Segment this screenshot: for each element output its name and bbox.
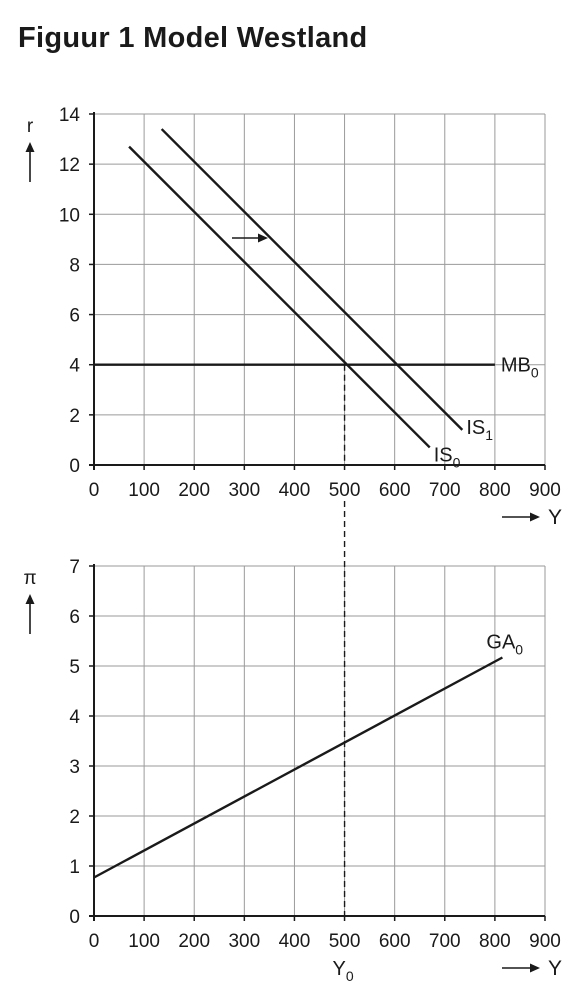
y-tick-label: 10 [59,205,80,226]
x-tick-label: 400 [279,480,311,501]
x-tick-label: 300 [228,480,260,501]
y-tick-label: 0 [69,456,80,477]
y-tick-label: 2 [69,807,80,828]
x-tick-label: 800 [479,480,511,501]
x-axis-label: Y [548,506,562,529]
x-tick-label: 700 [429,931,461,952]
y0-marker-label: Y0 [333,958,354,984]
x-tick-label: 500 [329,931,361,952]
y-axis-label: r [27,116,34,137]
y-tick-label: 0 [69,907,80,928]
series-line-is0 [128,145,431,449]
y-tick-label: 2 [69,406,80,427]
y-tick-label: 4 [69,707,80,728]
x-axis-label-arrowhead [530,512,540,522]
x-tick-label: 600 [379,480,411,501]
x-tick-label: 200 [178,931,210,952]
x-tick-label: 200 [178,480,210,501]
y-axis-label-arrowhead [25,142,35,152]
x-tick-label: 300 [228,931,260,952]
top-chart-is-mb: 0 100 200 300 400 500 600 700 800 900 0 2 4 6 8 10 12 14 r… [25,105,562,529]
y-tick-label: 12 [59,155,80,176]
bottom-chart-ga: 0 100 200 300 400 500 600 700 800 900 0 1 2 3 4 5 6 7 π Y GA… [23,557,562,980]
x-tick-label: 700 [429,480,461,501]
y-tick-label: 7 [69,557,80,578]
x-tick-label: 100 [128,480,160,501]
x-axis-label: Y [548,957,562,980]
connector-lines: Y0 [333,364,354,984]
y-tick-label: 6 [69,306,80,327]
series-line-is1 [160,128,464,431]
y-tick-label: 3 [69,757,80,778]
y-tick-label: 8 [69,255,80,276]
figure-title: Figuur 1 Model Westland [18,22,368,54]
y-axis-label-arrowhead [25,594,35,604]
x-axis-label-arrowhead [530,963,540,973]
x-tick-label: 900 [529,480,561,501]
series-line-ga0 [93,656,503,879]
x-tick-label: 800 [479,931,511,952]
x-tick-label: 400 [279,931,311,952]
y-tick-label: 6 [69,607,80,628]
x-tick-label: 500 [329,480,361,501]
x-tick-label: 600 [379,931,411,952]
y-tick-label: 1 [69,857,80,878]
y-axis-label: π [23,568,36,589]
y-tick-label: 5 [69,657,80,678]
y-tick-label: 14 [59,105,81,126]
x-tick-label: 0 [89,931,100,952]
shift-arrowhead [258,233,268,243]
series-label-is1: IS1 [466,417,493,443]
series-label-mb0: MB0 [501,355,539,381]
series-label-is0: IS0 [434,444,461,470]
x-tick-label: 900 [529,931,561,952]
x-tick-label: 100 [128,931,160,952]
y-tick-label: 4 [69,356,80,377]
x-tick-label: 0 [89,480,100,501]
series-label-ga0: GA0 [486,632,523,658]
